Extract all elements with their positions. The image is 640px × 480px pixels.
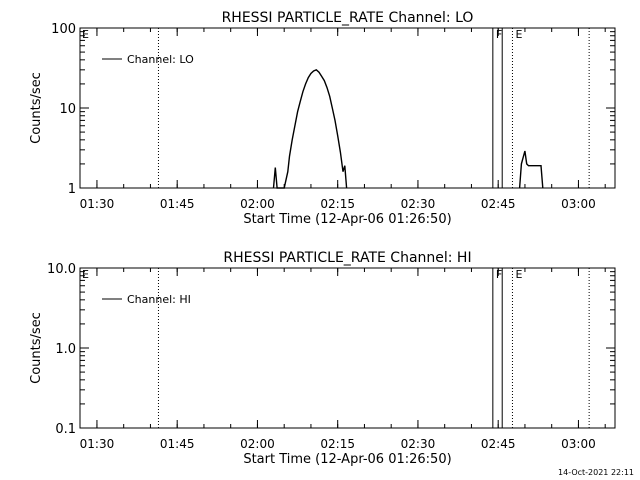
footer-timestamp: 14-Oct-2021 22:11 xyxy=(558,468,634,477)
x-tick-label: 02:45 xyxy=(481,437,516,451)
annotation-label: E xyxy=(515,268,522,281)
y-tick-label: 1 xyxy=(68,182,76,197)
x-tick-label: 03:00 xyxy=(561,437,596,451)
x-tick-label: 01:30 xyxy=(80,437,115,451)
series-line xyxy=(272,68,348,189)
y-tick-label: 100 xyxy=(51,22,76,37)
annotation-label: E xyxy=(515,28,522,41)
y-axis-label: Counts/sec xyxy=(29,312,44,384)
y-tick-label: 0.1 xyxy=(55,422,76,437)
x-tick-label: 02:30 xyxy=(401,437,436,451)
series-line xyxy=(518,150,544,189)
annotation-label: E xyxy=(82,28,89,41)
x-tick-label: 03:00 xyxy=(561,197,596,211)
annotation-label: F xyxy=(496,28,502,41)
x-tick-label: 02:00 xyxy=(240,437,275,451)
x-tick-label: 01:45 xyxy=(160,197,195,211)
plot-frame xyxy=(79,27,616,189)
y-tick-label: 10.0 xyxy=(47,262,76,277)
annotation-label: E xyxy=(82,268,89,281)
chart-title: RHESSI PARTICLE_RATE Channel: HI xyxy=(223,250,471,266)
legend-label: Channel: HI xyxy=(127,293,191,306)
x-tick-label: 02:15 xyxy=(320,437,355,451)
chart-title: RHESSI PARTICLE_RATE Channel: LO xyxy=(222,10,474,26)
x-axis-label: Start Time (12-Apr-06 01:26:50) xyxy=(243,212,451,227)
x-tick-label: 02:45 xyxy=(481,197,516,211)
x-axis-label: Start Time (12-Apr-06 01:26:50) xyxy=(243,452,451,467)
x-tick-label: 02:30 xyxy=(401,197,436,211)
x-tick-label: 02:00 xyxy=(240,197,275,211)
annotation-label: F xyxy=(496,268,502,281)
y-tick-label: 10 xyxy=(59,102,76,117)
x-tick-label: 01:30 xyxy=(80,197,115,211)
legend-label: Channel: LO xyxy=(127,53,194,66)
y-tick-label: 1.0 xyxy=(55,342,76,357)
x-tick-label: 02:15 xyxy=(320,197,355,211)
x-tick-label: 01:45 xyxy=(160,437,195,451)
plot-frame xyxy=(79,267,616,429)
y-axis-label: Counts/sec xyxy=(29,72,44,144)
